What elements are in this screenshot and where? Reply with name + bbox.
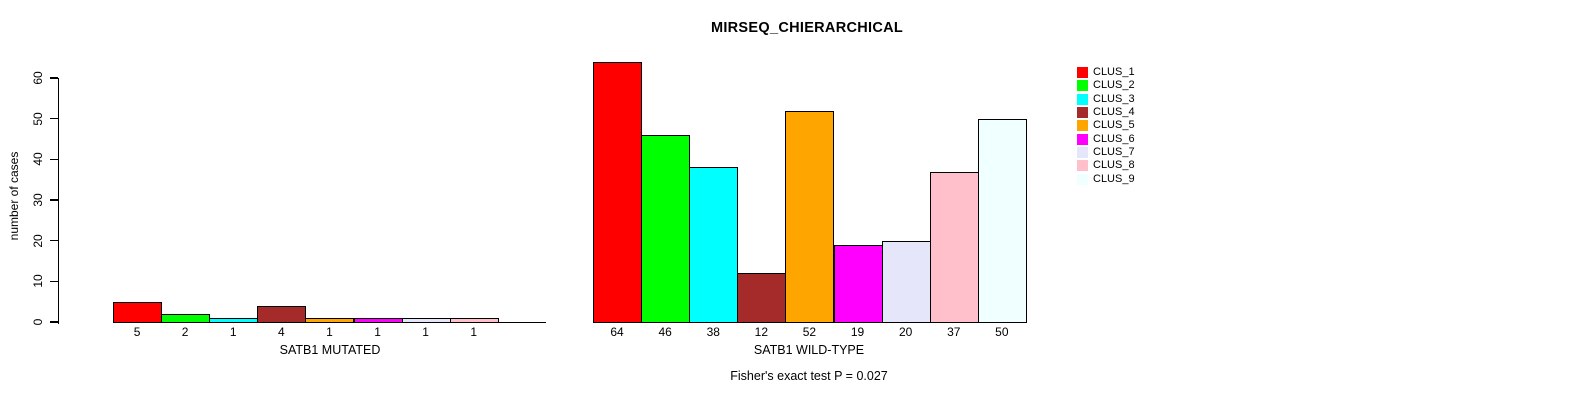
legend-swatch: [1077, 120, 1088, 132]
bar-value-label: 4: [278, 325, 285, 339]
bar-clus_8-mutated: [449, 317, 499, 323]
y-tick-label: 60: [31, 71, 45, 85]
legend-swatch: [1077, 67, 1088, 79]
legend-swatch: [1077, 93, 1088, 105]
legend-swatch: [1077, 146, 1088, 158]
x-axis-label-wildtype: SATB1 WILD-TYPE: [753, 343, 865, 357]
legend-swatch: [1077, 133, 1088, 145]
legend-label: CLUS_2: [1093, 79, 1135, 92]
bar-clus_7-mutated: [401, 317, 451, 323]
bar-clus_7-wildtype: [881, 240, 931, 323]
bar-value-label: 1: [470, 325, 478, 339]
legend-item-clus_1: CLUS_1: [1077, 66, 1135, 79]
legend-label: CLUS_6: [1093, 132, 1135, 145]
legend-swatch: [1077, 80, 1088, 92]
y-tick-label: 40: [31, 152, 45, 167]
bar-clus_3-wildtype: [689, 167, 739, 323]
bar-value-label: 37: [947, 325, 961, 339]
legend-item-clus_2: CLUS_2: [1077, 79, 1135, 92]
bar-value-label: 5: [133, 325, 141, 339]
legend-label: CLUS_4: [1093, 106, 1135, 119]
legend-item-clus_8: CLUS_8: [1077, 159, 1135, 172]
legend-label: CLUS_5: [1093, 119, 1135, 132]
chart-title: MIRSEQ_CHIERARCHICAL: [710, 20, 904, 36]
y-axis-line: [57, 78, 59, 324]
y-tick-label: 0: [31, 318, 45, 326]
legend-label: CLUS_7: [1093, 145, 1135, 158]
bar-value-label: 12: [754, 325, 769, 339]
bar-value-label: 50: [995, 325, 1009, 339]
bar-clus_5-wildtype: [785, 110, 835, 323]
x-axis-label-mutated: SATB1 MUTATED: [279, 343, 381, 357]
legend-item-clus_4: CLUS_4: [1077, 106, 1135, 119]
legend-label: CLUS_3: [1093, 92, 1135, 105]
y-tick: [50, 158, 58, 161]
bar-value-label: 46: [658, 325, 672, 339]
bar-clus_4-wildtype: [737, 273, 787, 323]
bar-clus_3-mutated: [209, 317, 259, 323]
legend-swatch: [1077, 107, 1088, 119]
legend-label: CLUS_9: [1093, 172, 1135, 185]
y-tick-label: 50: [31, 111, 45, 126]
bar-value-label: 1: [374, 325, 381, 339]
y-tick-label: 30: [31, 193, 45, 207]
legend-item-clus_6: CLUS_6: [1077, 132, 1135, 145]
bar-clus_4-mutated: [257, 305, 307, 323]
bar-clus_6-wildtype: [833, 244, 883, 323]
y-tick: [50, 280, 58, 283]
bar-value-label: 1: [326, 325, 333, 339]
y-tick: [50, 239, 58, 242]
bar-value-label: 19: [850, 325, 865, 339]
bar-value-label: 1: [422, 325, 429, 339]
bar-clus_5-mutated: [305, 317, 355, 323]
bar-value-label: 64: [610, 325, 624, 339]
legend-item-clus_7: CLUS_7: [1077, 146, 1135, 159]
y-tick: [50, 321, 58, 323]
bar-clus_8-wildtype: [929, 171, 979, 323]
bar-clus_2-mutated: [161, 313, 211, 323]
bar-value-label: 38: [706, 325, 720, 339]
legend-label: CLUS_8: [1093, 159, 1135, 172]
y-tick-label: 10: [31, 274, 45, 289]
bar-value-label: 20: [898, 325, 913, 339]
bar-clus_1-wildtype: [593, 61, 643, 323]
y-tick: [50, 117, 58, 120]
bar-value-label: 52: [802, 325, 817, 339]
y-axis-label: number of cases: [7, 151, 21, 241]
y-tick: [50, 77, 58, 79]
bar-clus_6-mutated: [353, 317, 403, 323]
legend-item-clus_9: CLUS_9: [1077, 172, 1135, 185]
bar-clus_2-wildtype: [641, 134, 691, 323]
legend-swatch: [1077, 160, 1088, 172]
legend: CLUS_1 CLUS_2 CLUS_3 CLUS_4 CLUS_5 CLUS_6 CLUS…: [1077, 66, 1135, 186]
bar-value-label: 1: [229, 325, 237, 339]
legend-item-clus_3: CLUS_3: [1077, 93, 1135, 106]
legend-label: CLUS_1: [1093, 66, 1135, 79]
bar-clus_1-mutated: [113, 301, 163, 323]
y-tick: [50, 199, 58, 201]
legend-item-clus_5: CLUS_5: [1077, 119, 1135, 132]
bar-value-label: 2: [181, 325, 189, 339]
legend-swatch: [1077, 173, 1088, 185]
y-tick-label: 20: [31, 233, 45, 248]
bar-clus_9-wildtype: [977, 118, 1027, 323]
fisher-test-annotation: Fisher's exact test P = 0.027: [730, 369, 888, 383]
